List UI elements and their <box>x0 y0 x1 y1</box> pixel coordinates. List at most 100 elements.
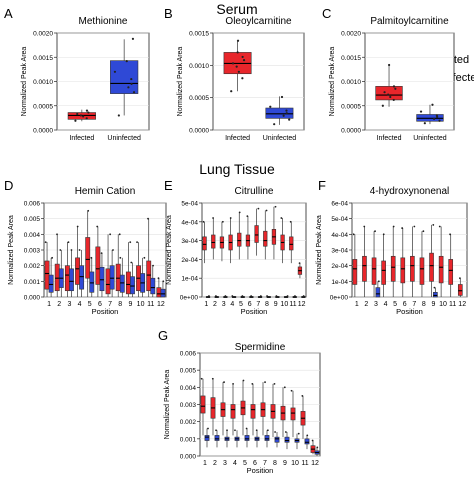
outlier-point <box>311 439 314 442</box>
x-tick-label: 7 <box>108 301 112 308</box>
box-infected-position-8 <box>263 210 268 260</box>
box-infected-position-5-box <box>85 237 91 279</box>
x-axis-label: Position <box>247 466 274 475</box>
y-tick-label: 0.006 <box>180 351 197 358</box>
y-axis-label: Normalized Peak Area <box>8 215 15 285</box>
box-uninfected-position-4-box <box>79 265 85 290</box>
box-uninfected-position-8 <box>266 296 271 298</box>
y-axis-label: Normalized Peak Area <box>177 47 184 117</box>
data-point <box>125 60 128 63</box>
outlier-point <box>265 209 268 212</box>
y-tick-label: 0.004 <box>24 232 41 239</box>
box-infected-position-9 <box>280 387 286 438</box>
outlier-point <box>255 429 258 432</box>
y-tick-label: 0e+00 <box>180 295 199 302</box>
box-uninfected-position-10 <box>140 257 146 297</box>
outlier-point <box>221 220 224 223</box>
outlier-point <box>392 225 395 228</box>
y-tick-label: 0.0010 <box>341 79 361 86</box>
panel-title: Palmitoylcarnitine <box>370 16 449 27</box>
box-infected-position-11 <box>146 218 152 297</box>
outlier-point <box>100 252 103 255</box>
box-infected-position-1 <box>200 378 206 436</box>
box-uninfected <box>416 104 444 125</box>
panel-title: Spermidine <box>235 342 286 353</box>
box-uninfected-position-1-box <box>48 274 54 293</box>
data-point <box>237 70 240 73</box>
box-uninfected-position-9-box <box>284 436 290 443</box>
box-infected-position-5-box <box>237 232 242 247</box>
outlier-point <box>112 249 114 251</box>
box-infected <box>223 40 252 92</box>
x-tick-label: Uninfected <box>263 135 297 142</box>
outlier-point <box>245 427 248 430</box>
box-uninfected-position-3 <box>224 430 230 448</box>
box-infected-position-12 <box>297 263 303 279</box>
y-tick-label: 0.006 <box>24 201 41 208</box>
box-uninfected-position-6-box <box>99 266 105 292</box>
outlier-point <box>202 220 205 223</box>
y-tick-label: 0.005 <box>24 216 41 223</box>
outlier-point <box>200 377 203 380</box>
y-tick-label: 3e-04 <box>331 248 348 255</box>
y-tick-label: 0.0020 <box>341 31 361 38</box>
box-uninfected-position-4 <box>231 296 237 298</box>
section-title-serum: Serum <box>216 1 257 17</box>
box-uninfected-position-4 <box>79 250 85 297</box>
data-point <box>87 111 90 114</box>
box-infected-position-7 <box>260 382 266 436</box>
box-infected-position-8 <box>419 231 425 297</box>
box-infected-position-6 <box>400 228 406 297</box>
x-tick-label: 10 <box>137 301 145 308</box>
box-infected-position-8-box <box>115 263 121 292</box>
box-uninfected-position-11-box <box>150 277 156 295</box>
box-infected-position-11-box <box>448 259 454 285</box>
data-point <box>74 119 77 122</box>
outlier-point <box>290 389 293 392</box>
x-tick-label: 9 <box>274 301 278 308</box>
box-infected-position-6-box <box>250 404 256 419</box>
box-infected-position-3-box <box>64 265 70 292</box>
data-point <box>235 65 238 68</box>
y-tick-label: 0.0000 <box>33 128 53 135</box>
x-tick-label: 11 <box>301 460 308 467</box>
x-tick-label: 9 <box>283 460 287 467</box>
x-tick-label: 11 <box>449 301 456 308</box>
box-uninfected-box <box>265 107 294 119</box>
outlier-point <box>215 295 217 297</box>
box-infected-position-1 <box>202 221 207 264</box>
box-uninfected-position-5 <box>244 428 250 448</box>
data-point <box>392 85 396 88</box>
outlier-point <box>67 241 70 244</box>
box-uninfected-position-6 <box>254 430 260 448</box>
box-uninfected-position-12 <box>160 281 166 298</box>
box-uninfected-position-7 <box>264 430 270 448</box>
outlier-point <box>286 295 289 297</box>
y-tick-label: 0e+00 <box>330 295 349 302</box>
outlier-point <box>449 233 451 236</box>
y-tick-label: 0.0010 <box>189 63 209 70</box>
x-tick-label: 10 <box>291 460 299 467</box>
box-uninfected-position-11 <box>150 265 156 297</box>
box-uninfected-position-4 <box>234 430 240 448</box>
data-point <box>438 119 441 122</box>
box-infected-position-6 <box>245 216 251 260</box>
y-tick-label: 0.000 <box>180 454 197 461</box>
x-axis-label: Position <box>241 307 268 316</box>
outlier-point <box>226 429 228 432</box>
x-tick-label: 6 <box>403 301 407 308</box>
box-uninfected-position-9-box <box>130 276 135 295</box>
x-tick-label: 12 <box>458 301 466 308</box>
y-tick-label: 0.0020 <box>33 31 53 38</box>
box-infected-position-3 <box>220 382 226 436</box>
data-point <box>82 115 85 118</box>
box-infected-position-9 <box>271 206 277 260</box>
box-infected-box <box>375 86 403 101</box>
outlier-point <box>274 205 277 208</box>
y-tick-label: 0.004 <box>180 385 197 392</box>
outlier-point <box>433 286 436 289</box>
box-uninfected-position-2 <box>58 250 64 297</box>
panel-letter-a: A <box>4 6 13 21</box>
data-point <box>76 112 79 116</box>
box-infected-position-12-box <box>457 284 463 296</box>
